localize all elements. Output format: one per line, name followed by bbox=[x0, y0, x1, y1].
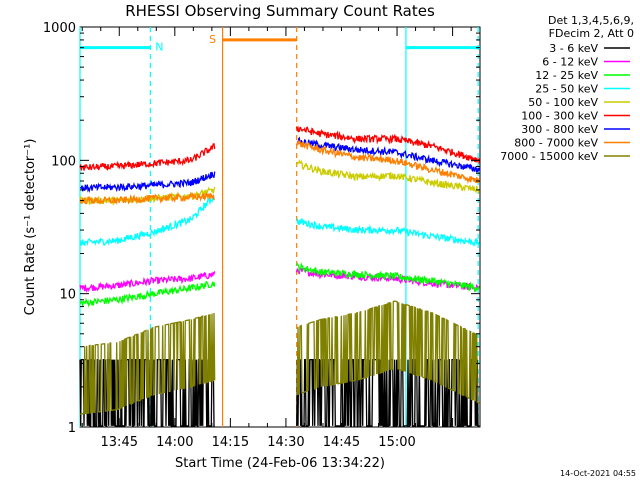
x-tick-label: 14:00 bbox=[156, 435, 193, 450]
series-line bbox=[79, 191, 215, 205]
footer-timestamp: 14-Oct-2021 04:55 bbox=[560, 469, 636, 478]
x-tick-label: 14:45 bbox=[323, 435, 360, 450]
legend-label: 3 - 6 keV bbox=[549, 42, 598, 55]
legend-header-2: FDecim 2, Att 0 bbox=[549, 27, 634, 40]
legend-label: 7000 - 15000 keV bbox=[500, 150, 598, 163]
legend-label: 6 - 12 keV bbox=[542, 56, 598, 69]
legend-label: 800 - 7000 keV bbox=[514, 137, 598, 150]
legend-label: 25 - 50 keV bbox=[535, 83, 598, 96]
legend-header-1: Det 1,3,4,5,6,9, bbox=[548, 14, 634, 27]
series-layer bbox=[79, 125, 480, 427]
y-tick-label: 1000 bbox=[43, 21, 76, 36]
annotation-label: N bbox=[155, 41, 163, 54]
x-axis-label: Start Time (24-Feb-06 13:34:22) bbox=[175, 456, 385, 471]
legend: Det 1,3,4,5,6,9, FDecim 2, Att 0 3 - 6 k… bbox=[500, 14, 634, 163]
series-line bbox=[296, 159, 480, 195]
x-tick-label: 15:00 bbox=[378, 435, 415, 450]
series-line bbox=[296, 136, 480, 173]
y-axis-label: Count Rate (s⁻¹ detector⁻¹) bbox=[23, 139, 38, 316]
x-axis-ticks: 13:45 14:00 14:15 14:30 14:45 15:00 bbox=[81, 27, 472, 450]
series-line bbox=[296, 300, 480, 404]
x-tick-label: 14:15 bbox=[212, 435, 249, 450]
y-tick-label: 1 bbox=[68, 421, 76, 436]
x-tick-label: 13:45 bbox=[101, 435, 138, 450]
series-line bbox=[79, 195, 215, 247]
y-tick-label: 10 bbox=[59, 288, 76, 303]
annotation-label: S bbox=[209, 33, 216, 46]
series-line bbox=[296, 139, 480, 185]
series-line bbox=[79, 143, 216, 171]
series-line bbox=[296, 125, 480, 164]
series-line bbox=[79, 281, 216, 308]
series-line bbox=[296, 217, 480, 247]
legend-label: 100 - 300 keV bbox=[521, 110, 598, 123]
legend-label: 300 - 800 keV bbox=[521, 123, 598, 136]
y-tick-label: 100 bbox=[51, 154, 76, 169]
series-line bbox=[79, 271, 216, 293]
series-line bbox=[79, 312, 216, 415]
chart-title: RHESSI Observing Summary Count Rates bbox=[125, 2, 435, 20]
legend-label: 12 - 25 keV bbox=[535, 69, 598, 82]
series-line bbox=[296, 261, 480, 293]
y-axis-ticks: 1 10 100 1000 bbox=[43, 21, 480, 436]
x-tick-label: 14:30 bbox=[267, 435, 304, 450]
legend-label: 50 - 100 keV bbox=[528, 96, 598, 109]
series-line bbox=[79, 171, 216, 193]
annotation-layer: NS bbox=[80, 33, 480, 54]
